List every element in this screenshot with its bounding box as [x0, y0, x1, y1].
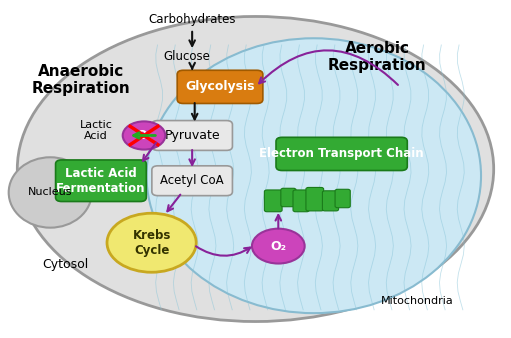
Text: Aerobic
Respiration: Aerobic Respiration	[328, 41, 427, 73]
FancyBboxPatch shape	[322, 191, 339, 211]
Text: Glycolysis: Glycolysis	[185, 80, 255, 93]
FancyBboxPatch shape	[293, 190, 309, 212]
FancyBboxPatch shape	[56, 160, 146, 201]
Ellipse shape	[17, 17, 494, 321]
Text: Carbohydrates: Carbohydrates	[148, 13, 236, 26]
FancyBboxPatch shape	[152, 121, 233, 150]
Text: Krebs
Cycle: Krebs Cycle	[132, 229, 171, 257]
Circle shape	[107, 213, 196, 272]
Text: Cytosol: Cytosol	[42, 258, 88, 271]
FancyBboxPatch shape	[152, 166, 233, 196]
Text: Lactic
Acid: Lactic Acid	[79, 120, 112, 141]
Text: Acetyl CoA: Acetyl CoA	[160, 174, 224, 187]
Text: Mitochondria: Mitochondria	[381, 296, 454, 307]
Text: O₂: O₂	[270, 240, 286, 252]
Text: O₂: O₂	[136, 129, 152, 142]
Ellipse shape	[147, 38, 481, 313]
FancyBboxPatch shape	[281, 188, 296, 207]
Circle shape	[123, 121, 165, 149]
Text: Anaerobic
Respiration: Anaerobic Respiration	[31, 64, 130, 96]
FancyBboxPatch shape	[306, 188, 323, 211]
Circle shape	[252, 229, 305, 264]
FancyBboxPatch shape	[335, 189, 350, 208]
Text: Electron Transport Chain: Electron Transport Chain	[260, 147, 424, 161]
Text: Lactic Acid
Fermentation: Lactic Acid Fermentation	[56, 167, 146, 195]
Text: Glucose: Glucose	[164, 50, 211, 63]
Ellipse shape	[9, 157, 92, 228]
Text: Pyruvate: Pyruvate	[165, 129, 220, 142]
FancyBboxPatch shape	[177, 70, 263, 103]
FancyBboxPatch shape	[276, 137, 407, 170]
FancyBboxPatch shape	[264, 190, 282, 212]
Text: Nucleus: Nucleus	[28, 188, 73, 197]
